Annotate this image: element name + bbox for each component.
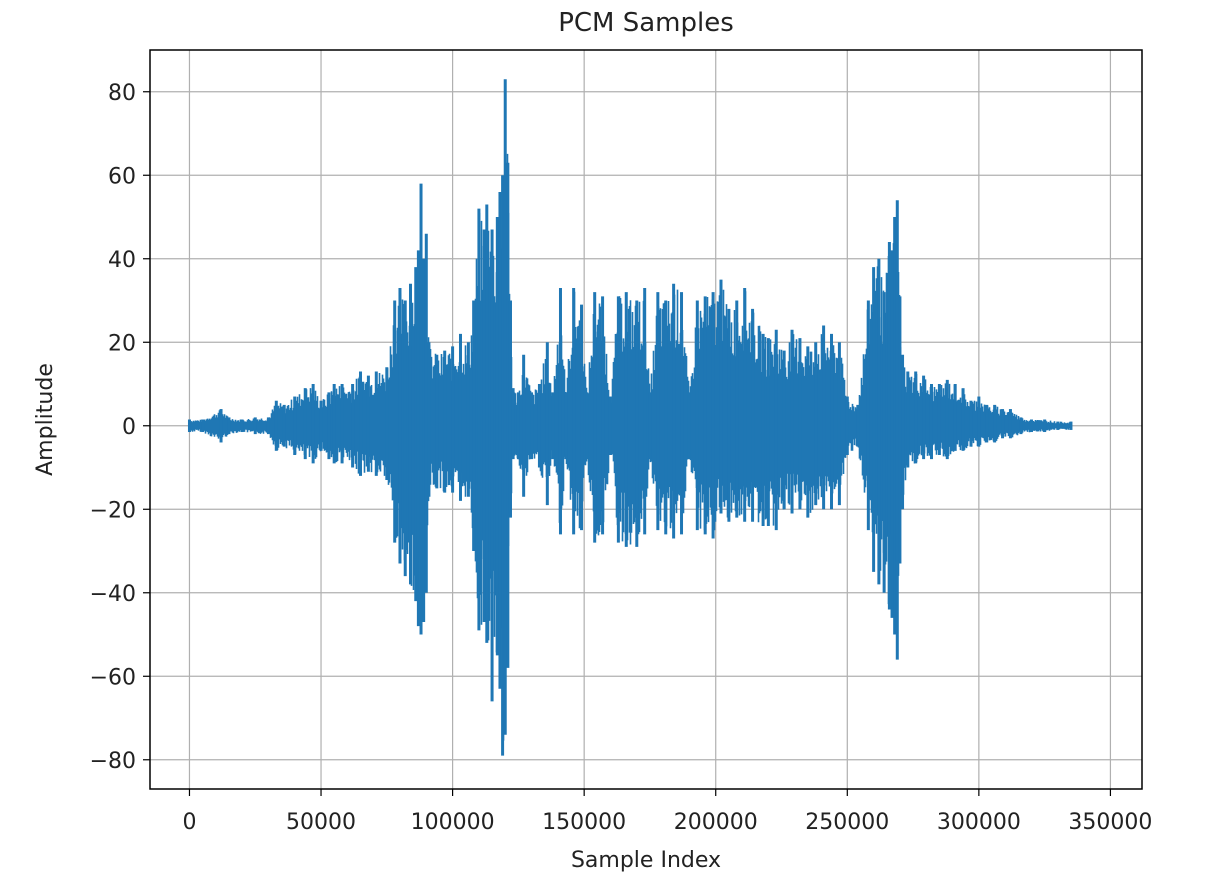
x-tick-label: 0 [182, 810, 196, 835]
chart-title: PCM Samples [558, 8, 734, 38]
y-tick-label: 60 [108, 164, 136, 189]
plot-frame [149, 49, 1143, 790]
y-tick-label: 40 [108, 248, 136, 273]
waveform-series [187, 79, 1073, 756]
x-tick-label: 150000 [542, 810, 626, 835]
y-tick-label: −20 [90, 498, 136, 523]
x-tick-label: 250000 [805, 810, 889, 835]
x-tick-label: 350000 [1068, 810, 1152, 835]
y-tick-label: −40 [90, 582, 136, 607]
y-axis-label: Amplitude [33, 363, 58, 476]
x-tick-label: 200000 [674, 810, 758, 835]
y-tick-label: 0 [122, 415, 136, 440]
y-axis-ticks: 80 60 40 20 0 −20 −40 −60 −80 [90, 81, 150, 774]
x-tick-label: 50000 [286, 810, 356, 835]
x-tick-label: 300000 [937, 810, 1021, 835]
y-tick-label: −80 [90, 749, 136, 774]
x-axis-ticks: 0 50000 100000 150000 200000 250000 300000 3500… [182, 789, 1152, 835]
y-tick-label: 20 [108, 331, 136, 356]
x-tick-label: 100000 [411, 810, 495, 835]
x-axis-label: Sample Index [571, 848, 721, 873]
y-tick-label: 80 [108, 81, 136, 106]
y-tick-label: −60 [90, 665, 136, 690]
